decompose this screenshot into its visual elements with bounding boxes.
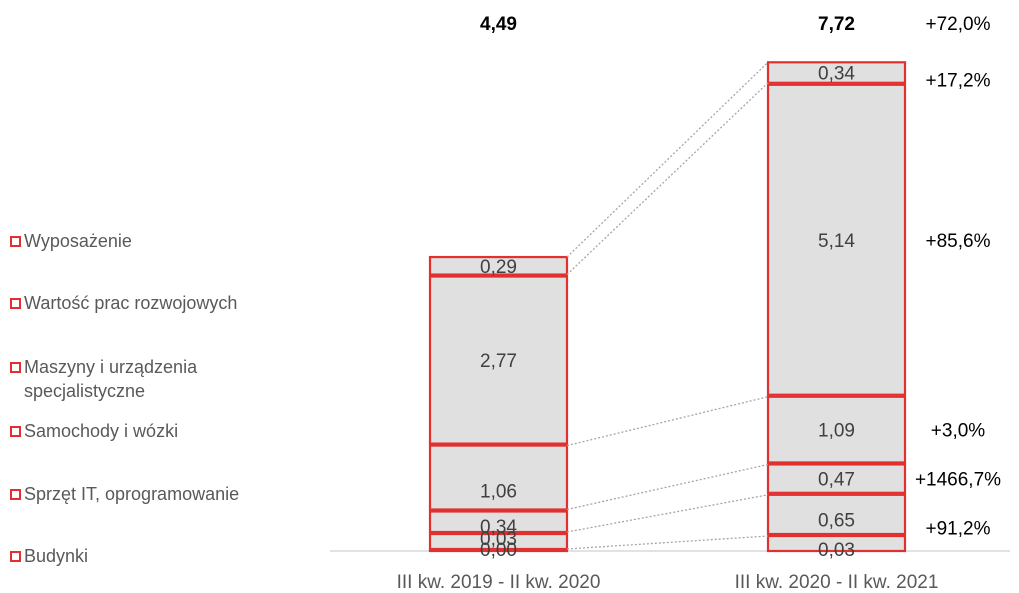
bar-segment bbox=[766, 61, 907, 84]
total-label: 7,72 bbox=[818, 14, 855, 35]
legend-label: Budynki bbox=[24, 546, 89, 566]
change-label: +1466,7% bbox=[915, 470, 1001, 491]
data-label: 0,65 bbox=[818, 510, 855, 531]
legend-label: Wyposażenie bbox=[24, 231, 132, 251]
legend-swatch-icon bbox=[10, 426, 21, 437]
bar-segment bbox=[428, 444, 569, 511]
legend-item-maszyny: Maszyny i urządzenia specjalistyczne bbox=[10, 355, 244, 403]
bar-segment bbox=[766, 493, 907, 536]
bar-segment bbox=[766, 83, 907, 396]
connector-line bbox=[566, 535, 769, 550]
legend-label: Samochody i wózki bbox=[24, 421, 179, 441]
data-label: 0,03 bbox=[480, 529, 517, 550]
legend-swatch-icon bbox=[10, 236, 21, 247]
bar-segment bbox=[428, 255, 569, 276]
change-label: +91,2% bbox=[926, 518, 991, 539]
legend-item-budynki: Budynki bbox=[10, 544, 274, 568]
data-label: 0,00 bbox=[480, 540, 517, 561]
connector-line bbox=[566, 494, 769, 533]
legend-label: Wartość prac rozwojowych bbox=[24, 293, 238, 313]
data-label: 5,14 bbox=[818, 231, 855, 252]
bar-segment bbox=[428, 275, 569, 445]
change-label: +3,0% bbox=[931, 421, 986, 442]
data-label: 2,77 bbox=[480, 351, 517, 372]
change-label: +17,2% bbox=[926, 71, 991, 92]
x-tick-label: III kw. 2019 - II kw. 2020 bbox=[397, 572, 601, 593]
x-tick-label: III kw. 2020 - II kw. 2021 bbox=[735, 572, 939, 593]
legend-swatch-icon bbox=[10, 298, 21, 309]
legend-item-wartosc-prac: Wartość prac rozwojowych bbox=[10, 291, 274, 315]
data-label: 0,34 bbox=[818, 64, 855, 85]
total-label: 4,49 bbox=[480, 14, 517, 35]
data-label: 0,47 bbox=[818, 470, 855, 491]
total-change-label: +72,0% bbox=[926, 14, 991, 35]
legend-item-wyposazenie: Wyposażenie bbox=[10, 229, 274, 253]
legend-swatch-icon bbox=[10, 551, 21, 562]
legend: Wyposażenie Wartość prac rozwojowych Mas… bbox=[10, 0, 310, 593]
connector-line bbox=[566, 396, 769, 447]
bar-segment bbox=[428, 532, 569, 551]
connector-line bbox=[566, 61, 769, 258]
data-label: 0,34 bbox=[480, 517, 517, 538]
legend-item-sprzet-it: Sprzęt IT, oprogramowanie bbox=[10, 482, 274, 506]
data-label: 1,06 bbox=[480, 482, 517, 503]
bar-segment bbox=[428, 510, 569, 534]
bar-segment bbox=[766, 395, 907, 464]
change-label: +85,6% bbox=[926, 231, 991, 252]
data-label: 1,09 bbox=[818, 421, 855, 442]
connector-line bbox=[566, 82, 769, 276]
legend-label: Sprzęt IT, oprogramowanie bbox=[24, 484, 240, 504]
data-label: 0,03 bbox=[818, 540, 855, 561]
data-label: 0,29 bbox=[480, 257, 517, 278]
legend-item-samochody: Samochody i wózki bbox=[10, 419, 274, 443]
legend-label: Maszyny i urządzenia specjalistyczne bbox=[24, 357, 198, 401]
bar-segment bbox=[766, 463, 907, 494]
legend-swatch-icon bbox=[10, 362, 21, 373]
connector-line bbox=[566, 463, 769, 511]
bar-segment bbox=[766, 534, 907, 553]
legend-swatch-icon bbox=[10, 489, 21, 500]
